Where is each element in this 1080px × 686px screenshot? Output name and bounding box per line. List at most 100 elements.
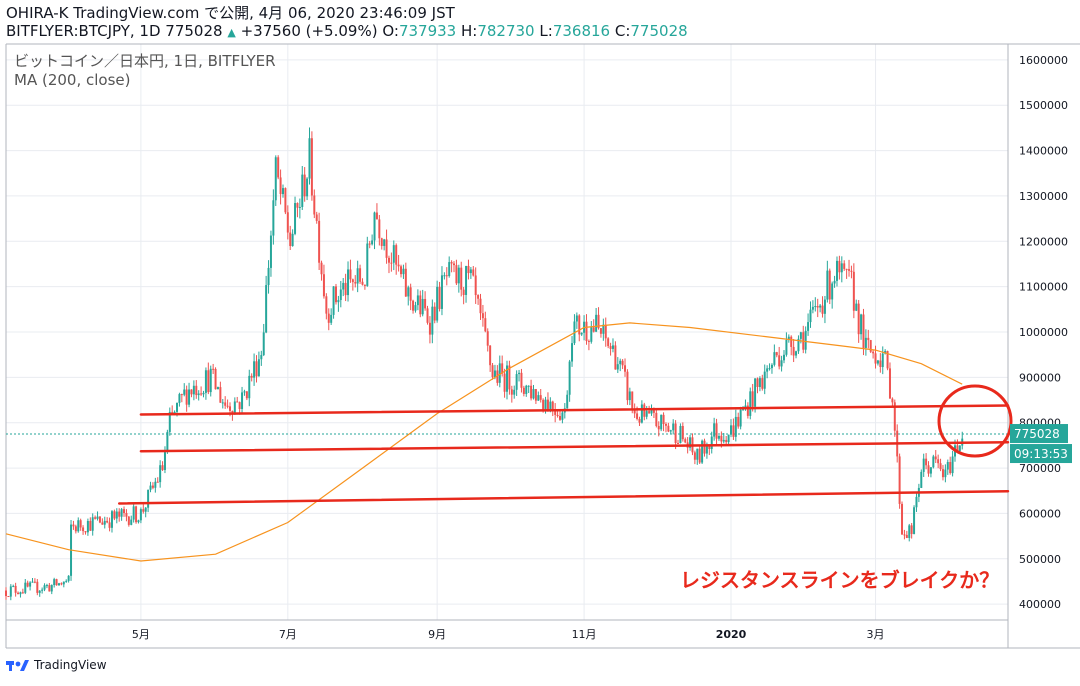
candle-body [21, 592, 24, 594]
candle-body [850, 270, 853, 272]
candle-body [737, 416, 740, 427]
chart-header: OHIRA-K TradingView.com で公開, 4月 06, 2020… [6, 4, 688, 42]
candle-body [103, 520, 106, 525]
candle-body [53, 579, 56, 586]
candle-body [657, 426, 660, 430]
candle-body [852, 271, 855, 311]
time-tick-label: 7月 [279, 628, 297, 641]
candle-body [142, 509, 145, 512]
candle-body [72, 524, 75, 527]
candle-body [546, 399, 549, 411]
candle-body [768, 368, 771, 370]
low-value: 736816 [552, 22, 611, 40]
candle-body [368, 243, 371, 245]
candle-body [84, 531, 87, 533]
candle-body [253, 361, 256, 378]
breakout-circle [937, 384, 1013, 458]
candle-body [190, 389, 193, 395]
candle-body [855, 303, 858, 311]
candle-body [320, 262, 323, 275]
candle-body [243, 391, 246, 393]
up-arrow-icon: ▲ [227, 26, 236, 39]
candle-body [749, 391, 752, 416]
candle-body [168, 411, 171, 432]
candle-body [255, 361, 258, 377]
candle-body [332, 286, 335, 315]
candle-body [176, 402, 179, 412]
candle-body [510, 389, 513, 395]
candle-body [436, 286, 439, 321]
candle-body [481, 313, 484, 319]
candle-body [640, 404, 643, 423]
candle-body [57, 583, 60, 586]
candle-body [843, 263, 846, 269]
candle-body [151, 485, 154, 488]
candle-body [443, 275, 446, 277]
candle-body [631, 391, 634, 409]
candle-body [874, 353, 877, 364]
candle-body [782, 354, 785, 361]
candle-body [626, 371, 629, 401]
trendlines [117, 404, 1010, 505]
candle-body [667, 425, 670, 432]
candle-body [310, 138, 313, 196]
indicator-label[interactable]: MA (200, close) [14, 71, 131, 89]
candle-body [498, 363, 501, 383]
time-axis[interactable]: 5月 7月 9月 11月 2020 3月 [132, 628, 885, 641]
candle-body [592, 327, 595, 332]
candle-body [474, 275, 477, 296]
candle-body [36, 581, 39, 593]
candle-body [595, 314, 598, 332]
candle-body [12, 585, 15, 587]
candle-body [438, 286, 441, 309]
candle-body [937, 459, 940, 464]
candle-body [113, 511, 116, 519]
candle-body [226, 405, 229, 407]
symbol-title: ビットコイン／日本円, 1日, BITFLYER [14, 52, 276, 70]
candle-body [159, 465, 162, 483]
candle-body [662, 414, 665, 425]
candle-body [207, 370, 210, 393]
candle-body [284, 188, 287, 213]
candle-body [67, 575, 70, 581]
candle-body [29, 582, 32, 587]
candle-body [958, 445, 961, 452]
candle-body [884, 351, 887, 354]
candle-body [513, 389, 516, 395]
candle-body [318, 220, 321, 263]
candle-body [599, 328, 602, 334]
candle-body [101, 522, 104, 525]
candle-body [922, 458, 925, 472]
candle-body [845, 268, 848, 270]
candle-body [41, 589, 44, 591]
high-label: H: [461, 22, 478, 40]
candle-body [79, 520, 82, 528]
candle-body [725, 439, 728, 443]
candle-body [823, 299, 826, 314]
price-tick-label: 1400000 [1019, 145, 1068, 158]
candle-body [195, 385, 198, 396]
candle-body [118, 511, 121, 517]
candle-body [322, 274, 325, 297]
candle-body [944, 469, 947, 478]
price-tick-label: 1200000 [1019, 235, 1068, 248]
candle-body [260, 355, 263, 360]
price-tick-label: 400000 [1019, 598, 1061, 611]
candle-body [450, 262, 453, 264]
candle-body [77, 520, 80, 532]
candle-body [799, 332, 802, 339]
candle-body [636, 413, 639, 419]
candle-body [156, 481, 159, 483]
annotation-text: レジスタンスラインをブレイクか？ [680, 568, 1000, 592]
candle-body [713, 423, 716, 437]
price-axis[interactable]: 4000005000006000007000008000009000001000… [1019, 54, 1068, 611]
candle-body [465, 265, 468, 295]
candle-body [404, 268, 407, 297]
candle-body [727, 434, 730, 443]
candle-body [835, 260, 838, 281]
candle-body [525, 385, 528, 394]
candle-body [82, 527, 85, 532]
candle-body [746, 405, 749, 416]
candle-body [566, 394, 569, 409]
